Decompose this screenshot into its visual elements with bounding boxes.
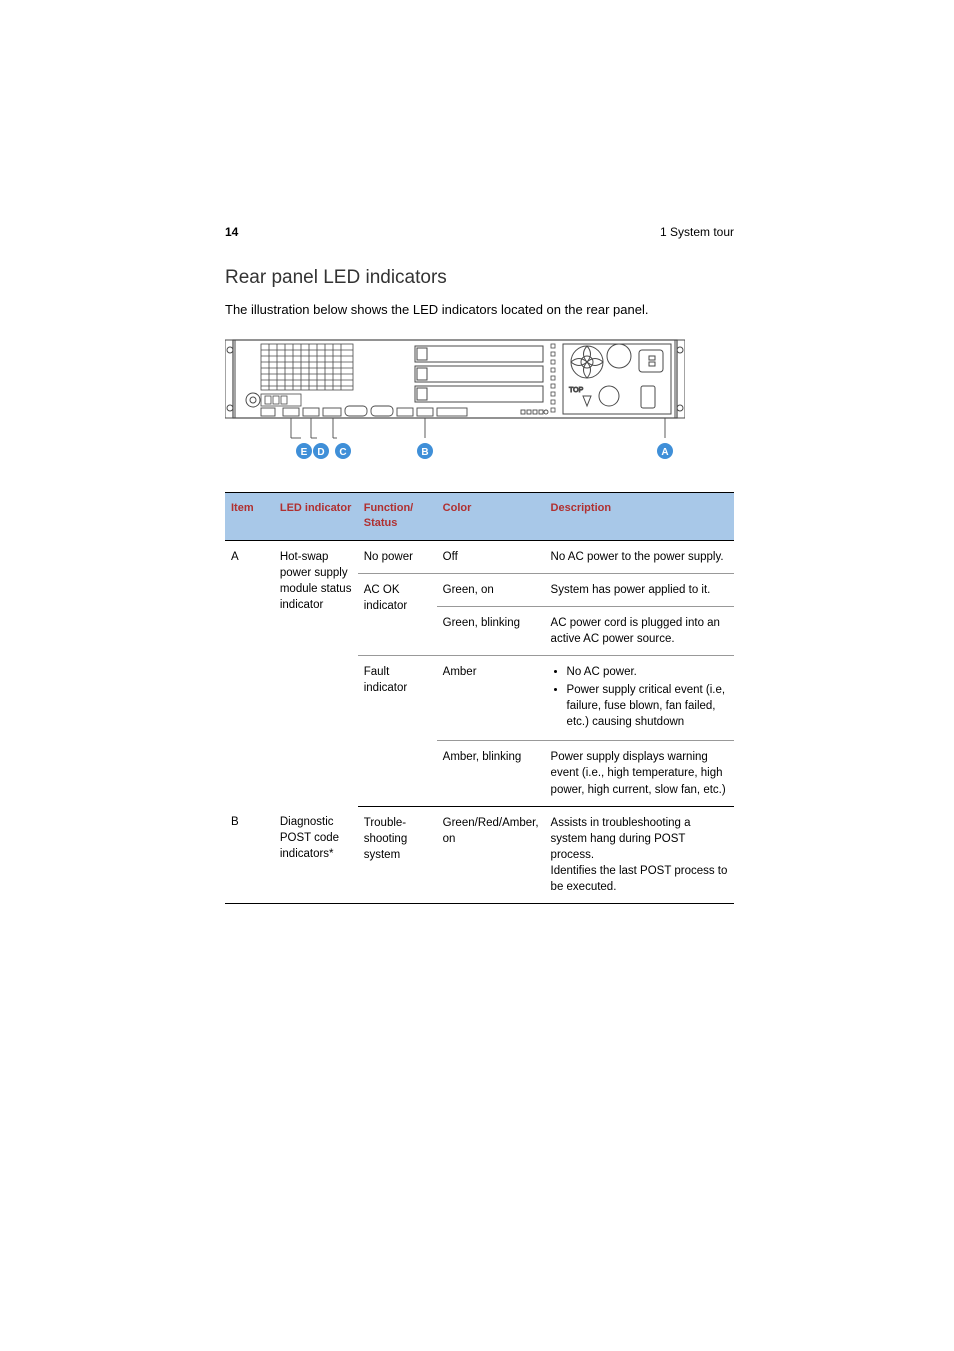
svg-text:B: B [421,447,428,458]
svg-text:C: C [339,447,346,458]
led-table: Item LED indicator Function/ Status Colo… [225,492,734,904]
cell-color: Green, blinking [437,606,545,655]
cell-color: Off [437,540,545,573]
svg-text:A: A [661,447,668,458]
th-color: Color [437,492,545,540]
chapter-label: 1 System tour [660,225,734,239]
cell-func: Trouble-shooting system [358,806,437,903]
svg-text:D: D [317,447,324,458]
cell-desc: No AC power to the power supply. [545,540,734,573]
table-row: A Hot-swap power supply module status in… [225,540,734,573]
svg-text:E: E [301,447,308,458]
rear-panel-diagram: TOP [225,336,734,464]
cell-func: No power [358,540,437,573]
cell-desc: Power supply displays warning event (i.e… [545,741,734,806]
cell-led: Diagnostic POST code indicators* [274,806,358,903]
diagram-svg: TOP [225,336,685,464]
th-led: LED indicator [274,492,358,540]
cell-color: Green, on [437,573,545,606]
cell-desc: System has power applied to it. [545,573,734,606]
cell-desc: AC power cord is plugged into an active … [545,606,734,655]
cell-color: Amber [437,656,545,741]
th-item: Item [225,492,274,540]
cell-led: Hot-swap power supply module status indi… [274,540,358,806]
section-title: Rear panel LED indicators [225,267,734,289]
page-number: 14 [225,225,238,239]
cell-desc: Assists in troubleshooting a system hang… [545,806,734,903]
th-func: Function/ Status [358,492,437,540]
cell-color: Amber, blinking [437,741,545,806]
th-desc: Description [545,492,734,540]
svg-text:TOP: TOP [569,387,584,394]
cell-item: B [225,806,274,903]
page-header: 14 1 System tour [225,225,734,239]
cell-func: AC OK indicator [358,573,437,655]
table-row: B Diagnostic POST code indicators* Troub… [225,806,734,903]
table-header-row: Item LED indicator Function/ Status Colo… [225,492,734,540]
cell-color: Green/Red/Amber, on [437,806,545,903]
cell-func: Fault indicator [358,656,437,807]
intro-text: The illustration below shows the LED ind… [225,301,734,320]
desc-list-item: No AC power. [567,664,728,680]
cell-desc: No AC power. Power supply critical event… [545,656,734,741]
desc-list-item: Power supply critical event (i.e, failur… [567,682,728,730]
cell-item: A [225,540,274,806]
